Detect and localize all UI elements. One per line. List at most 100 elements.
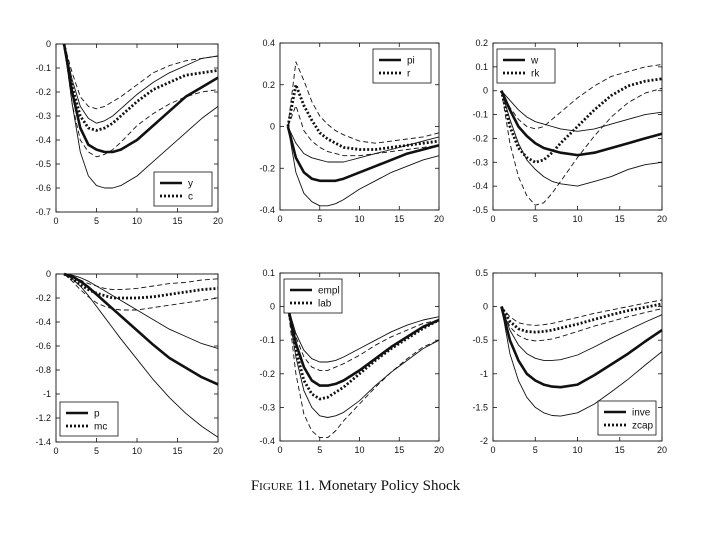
- x-tick-label: 0: [490, 214, 495, 224]
- y-tick-label: -0.1: [472, 110, 488, 120]
- y-tick-label: 0: [483, 302, 488, 312]
- y-tick-label: 0: [46, 269, 51, 279]
- y-tick-label: -0.8: [35, 365, 51, 375]
- band-line-3: [500, 306, 663, 417]
- x-tick-label: 0: [53, 216, 58, 226]
- y-tick-label: 0.1: [475, 62, 488, 72]
- y-tick-label: -0.3: [472, 157, 488, 167]
- y-tick-label: -0.2: [259, 163, 275, 173]
- series-line-rk: [500, 77, 663, 164]
- band-line-4: [501, 299, 663, 326]
- legend-label-pi: pi: [407, 56, 415, 67]
- band-line-5: [500, 306, 663, 342]
- band-line-5: [63, 273, 219, 311]
- x-tick-label: 5: [317, 214, 322, 224]
- series-line-empl: [286, 306, 440, 387]
- y-tick-label: 0: [270, 302, 275, 312]
- band-line-5: [500, 87, 663, 206]
- y-tick-label: -0.1: [259, 335, 275, 345]
- y-tick-label: 0.4: [262, 38, 275, 48]
- band-line-2: [64, 273, 219, 349]
- y-tick-label: 0.2: [475, 38, 488, 48]
- chart-panel-2: 0 5 10 15 20 -0.4 -0.2 0 0.2 0.4 pi r: [259, 38, 444, 224]
- series-line-c: [62, 43, 219, 132]
- y-tick-label: 0: [270, 122, 275, 132]
- x-tick-label: 20: [657, 214, 667, 224]
- band-line-4: [63, 43, 219, 110]
- band-line-5: [287, 306, 440, 439]
- band-line-4: [500, 64, 663, 130]
- band-line-4: [287, 61, 440, 144]
- legend-label-lab: lab: [318, 299, 332, 310]
- y-tick-label: -0.2: [259, 369, 275, 379]
- x-tick-label: 20: [434, 445, 444, 455]
- series-line-lab: [286, 306, 440, 401]
- x-tick-label: 15: [394, 445, 404, 455]
- x-tick-label: 5: [317, 445, 322, 455]
- x-tick-label: 0: [277, 445, 282, 455]
- x-tick-label: 10: [132, 446, 142, 456]
- x-tick-label: 15: [615, 445, 625, 455]
- x-tick-label: 0: [490, 445, 495, 455]
- series-line-pi: [286, 126, 440, 183]
- y-tick-label: -0.4: [35, 317, 51, 327]
- band-line-2: [287, 306, 440, 363]
- y-tick-label: -0.2: [472, 133, 488, 143]
- y-tick-label: -0.7: [35, 207, 51, 217]
- x-tick-label: 10: [354, 445, 364, 455]
- x-tick-label: 15: [172, 216, 182, 226]
- x-tick-label: 10: [354, 214, 364, 224]
- x-tick-label: 10: [572, 214, 582, 224]
- legend-label-c: c: [188, 192, 193, 203]
- band-line-4: [63, 273, 219, 291]
- series-line-w: [500, 90, 663, 157]
- band-line-2: [287, 126, 440, 163]
- y-tick-label: -0.5: [35, 159, 51, 169]
- legend-label-zcap: zcap: [632, 421, 654, 432]
- y-tick-label: -1: [43, 389, 51, 399]
- legend-box: [153, 171, 213, 207]
- band-line-4: [287, 306, 440, 371]
- series-line-zcap: [500, 302, 663, 334]
- chart-panel-3: 0 5 10 15 20 -0.5 -0.4 -0.3 -0.2 -0.1 0 0.1 0.2 w rk: [472, 38, 667, 224]
- y-tick-label: -0.5: [472, 335, 488, 345]
- x-tick-label: 15: [394, 214, 404, 224]
- x-tick-label: 10: [132, 216, 142, 226]
- x-tick-label: 5: [94, 216, 99, 226]
- caption-title: Monetary Policy Shock: [318, 478, 461, 494]
- band-line-3: [500, 90, 663, 187]
- band-line-3: [287, 306, 440, 418]
- series-line-p: [63, 272, 219, 386]
- y-tick-label: -0.4: [35, 135, 51, 145]
- band-line-2: [63, 43, 219, 124]
- y-tick-label: -0.4: [259, 436, 275, 446]
- y-tick-label: -1: [480, 369, 488, 379]
- x-tick-label: 20: [657, 445, 667, 455]
- y-tick-label: -1.2: [35, 413, 51, 423]
- y-tick-label: -1.5: [472, 402, 488, 412]
- x-tick-label: 20: [213, 216, 223, 226]
- series-line-y: [62, 43, 219, 154]
- y-tick-label: -0.3: [259, 402, 275, 412]
- x-tick-label: 0: [53, 446, 58, 456]
- figure-caption: Figure 11. Monetary Policy Shock: [0, 478, 711, 495]
- legend-label-r: r: [407, 69, 411, 80]
- y-tick-label: -0.3: [35, 111, 51, 121]
- series-line-inve: [500, 306, 663, 389]
- chart-panel-4: 0 5 10 15 20 -1.4 -1.2 -1 -0.8 -0.6 -0.4 -0.2 0 p mc: [35, 269, 223, 456]
- legend-label-p: p: [94, 409, 100, 420]
- x-tick-label: 15: [172, 446, 182, 456]
- chart-panel-1: 0 5 10 15 20 -0.7 -0.6 -0.5 -0.4 -0.3 -0.2 -0.1 0 yc: [35, 39, 223, 226]
- legend-label-mc: mc: [94, 422, 107, 433]
- legend-label-inve: inve: [632, 408, 651, 419]
- legend-box: [496, 48, 556, 84]
- y-tick-label: -0.2: [35, 87, 51, 97]
- band-line-5: [63, 43, 219, 158]
- band-line-3: [63, 273, 219, 438]
- y-tick-label: -0.2: [35, 293, 51, 303]
- chart-panel-5: 0 5 10 15 20 -0.4 -0.3 -0.2 -0.1 0 0.1 empl lab: [259, 268, 444, 455]
- legend-label-rk: rk: [531, 69, 540, 80]
- x-tick-label: 10: [572, 445, 582, 455]
- x-tick-label: 15: [615, 214, 625, 224]
- chart-panel-6: 0 5 10 15 20 -2 -1.5 -1 -0.5 0 0.5 inve zcap: [472, 268, 667, 455]
